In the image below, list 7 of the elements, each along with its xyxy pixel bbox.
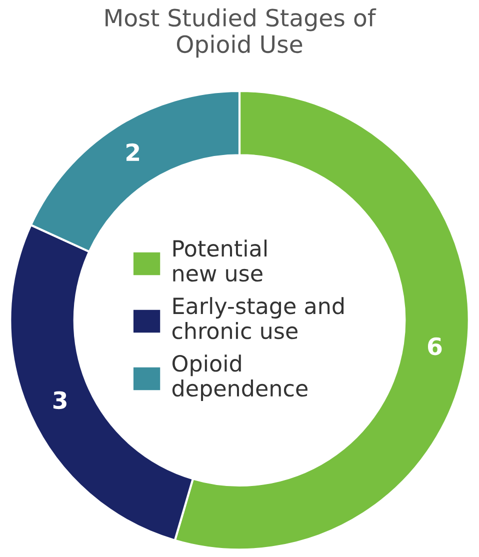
chart-title: Most Studied Stages of Opioid Use — [106, 8, 376, 58]
data-label: 2 — [126, 143, 140, 161]
legend-label: Potential new use — [173, 240, 266, 282]
legend-label: Early-stage and chronic use — [172, 297, 344, 340]
data-label: 6 — [428, 337, 442, 356]
data-label: 3 — [53, 391, 66, 410]
legend-label: Opioid dependence — [172, 354, 308, 401]
